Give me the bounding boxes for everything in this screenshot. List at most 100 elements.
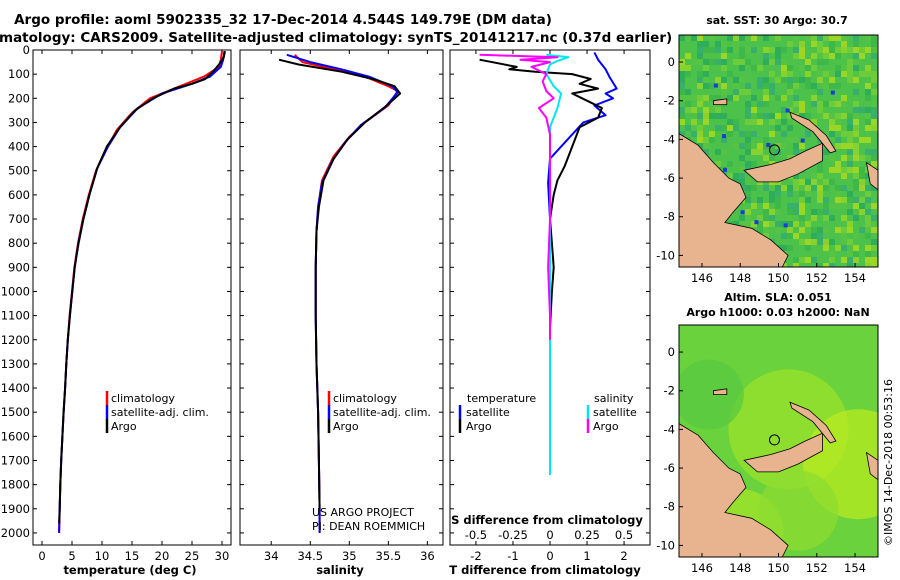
sst-cell [835,119,841,125]
sst-cell [841,35,847,41]
sst-cell [769,221,775,227]
sst-cell [829,167,835,173]
sst-cell [835,203,841,209]
sst-cell [781,107,787,113]
sst-cell [835,161,841,167]
sst-cell [766,142,771,147]
land-bougainville [865,161,878,191]
sst-cell [757,149,763,155]
sst-cell [787,89,793,95]
sst-cell [799,143,805,149]
sst-cell [799,113,805,119]
sst-cell [739,143,745,149]
depth-tick-label: 1400 [1,381,30,395]
sst-cell [865,71,871,77]
sst-cell [871,77,877,83]
sst-cell [745,89,751,95]
sst-cell [697,131,703,137]
sst-cell [853,251,859,257]
sst-cell [835,47,841,53]
sst-cell [787,227,793,233]
sst-cell [800,138,805,143]
sst-cell [871,41,877,47]
depth-tick-label: 600 [8,188,30,202]
sst-cell [775,185,781,191]
sst-cell [739,65,745,71]
legend-s-satellite-label: satellite [593,406,637,419]
sst-cell [805,191,811,197]
sst-cell [841,167,847,173]
figure-title-line1: Argo profile: aoml 5902335_32 17-Dec-201… [14,12,552,28]
sst-cell [739,77,745,83]
sst-cell [685,71,691,77]
depth-tick-label: 700 [8,212,30,226]
sst-cell [703,137,709,143]
sst-cell [757,143,763,149]
sst-cell [805,131,811,137]
sst-cell [811,119,817,125]
salinity-satellite-line [545,53,570,475]
sst-cell [865,83,871,89]
temperature-legend: climatology satellite-adj. clim. Argo [105,391,209,433]
sst-cell [763,137,769,143]
temperature-xlabel: temperature (deg C) [63,563,196,577]
sst-cell [829,77,835,83]
sst-cell [775,227,781,233]
legend-salinity-heading: salinity [594,392,634,405]
sst-cell [823,185,829,191]
sst-cell [697,83,703,89]
sst-cell [787,245,793,251]
sst-cell [745,221,751,227]
sst-cell [775,59,781,65]
sst-cell [679,119,685,125]
sst-cell [745,59,751,65]
sst-cell [799,215,805,221]
sst-cell [835,197,841,203]
sst-cell [793,173,799,179]
sst-cell [775,203,781,209]
sst-cell [703,77,709,83]
sst-cell [829,131,835,137]
sst-cell [763,227,769,233]
x-tick-label: 0 [546,549,553,563]
sst-cell [865,137,871,143]
sst-cell [715,125,721,131]
sst-cell [835,35,841,41]
sst-cell [811,185,817,191]
lon-tick-label: 154 [844,561,866,575]
sst-cell [847,221,853,227]
sst-cell [733,83,739,89]
depth-tick-label: 2000 [1,526,30,540]
sst-cell [805,83,811,89]
sst-cell [817,89,823,95]
sst-cell [865,197,871,203]
lat-tick-label: -8 [664,210,675,224]
sst-cell [739,47,745,53]
depth-tick-label: 1500 [1,405,30,419]
lat-tick-label: 0 [668,345,675,359]
sst-cell [829,251,835,257]
sst-cell [811,233,817,239]
sst-cell [835,53,841,59]
sst-cell [835,113,841,119]
sst-cell [685,101,691,107]
sst-cell [697,71,703,77]
sst-cell [787,215,793,221]
sst-cell [817,113,823,119]
sst-cell [739,53,745,59]
sst-cell [745,107,751,113]
sst-cell [781,185,787,191]
sst-cell [769,215,775,221]
sst-cell [781,131,787,137]
sst-cell [775,77,781,83]
sst-cell [703,149,709,155]
sst-cell [799,257,805,263]
sst-cell [841,239,847,245]
legend-climatology-label: climatology [333,392,397,405]
sst-cell [745,113,751,119]
sst-cell [727,119,733,125]
sst-cell [841,245,847,251]
land-bougainville [865,451,878,481]
sst-cell [703,143,709,149]
sst-cell [829,41,835,47]
